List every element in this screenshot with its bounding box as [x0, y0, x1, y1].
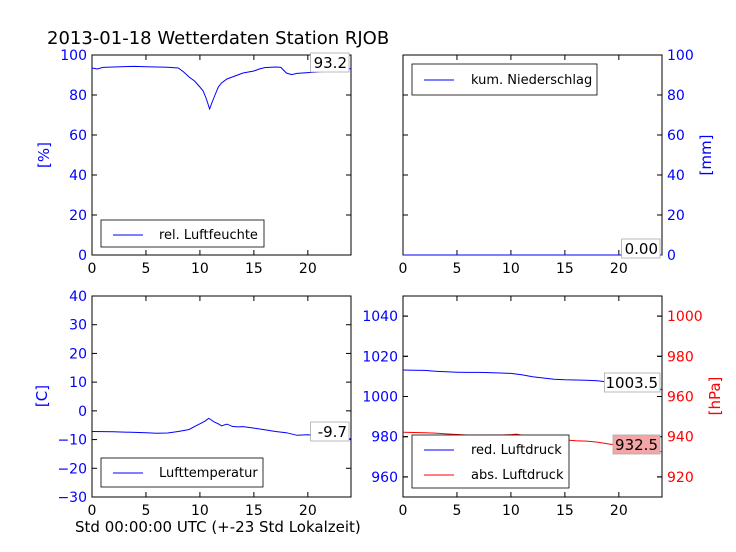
precip-x-tick-label: 10	[502, 261, 520, 277]
pressure-y-tick-label: 920	[667, 470, 694, 486]
temperature-x-tick-label: 15	[245, 503, 263, 519]
humidity-x-tick-label: 15	[245, 261, 263, 277]
precip-y-tick-label: 40	[667, 168, 685, 184]
pressure-value-box	[612, 434, 661, 455]
temperature-y-axis-label: [C]	[33, 385, 51, 407]
humidity-x-tick-label: 5	[141, 261, 150, 277]
precip-y-tick-label: 100	[667, 48, 694, 64]
humidity-y-tick-label: 0	[78, 248, 87, 264]
temperature-legend-label: Lufttemperatur	[159, 466, 258, 481]
humidity-x-tick-label: 0	[88, 261, 97, 277]
humidity-y-tick-label: 20	[69, 208, 87, 224]
temperature-y-tick-label: −30	[57, 490, 87, 506]
pressure-y-tick-label: 940	[667, 430, 694, 446]
precip-y-tick-label: 0	[667, 248, 676, 264]
pressure-x-tick-label: 15	[556, 503, 574, 519]
temperature-x-tick-label: 0	[88, 503, 97, 519]
figure-title: 2013-01-18 Wetterdaten Station RJOB	[47, 28, 389, 49]
temperature-y-tick-label: 10	[69, 375, 87, 391]
pressure-y-tick-label: 960	[667, 390, 694, 406]
precip-value-box	[621, 238, 661, 259]
precip-y-axis-label: [mm]	[697, 135, 715, 176]
precip-x-tick-label: 15	[556, 261, 574, 277]
precip-x-tick-label: 0	[399, 261, 408, 277]
pressure-value-box	[604, 372, 661, 393]
humidity-value-box	[310, 52, 350, 73]
precip-value-label: 0.00	[625, 240, 658, 258]
pressure-y-tick-label: 980	[667, 349, 694, 365]
precip-y-tick-label: 60	[667, 128, 685, 144]
precip-y-tick-label: 80	[667, 88, 685, 104]
temperature-plot-frame	[91, 295, 352, 498]
humidity-legend-label: rel. Luftfeuchte	[159, 228, 258, 243]
temperature-y-tick-label: 0	[78, 404, 87, 420]
humidity-value-label: 93.2	[314, 54, 347, 72]
humidity-y-tick-label: 80	[69, 88, 87, 104]
temperature-series-line	[91, 417, 352, 440]
temperature-x-tick-label: 20	[299, 503, 317, 519]
precip-legend-label: kum. Niederschlag	[471, 73, 592, 88]
precip-x-tick-label: 20	[610, 261, 628, 277]
pressure-x-tick-label: 0	[399, 503, 408, 519]
pressure-x-tick-label: 5	[452, 503, 461, 519]
pressure-legend-box	[411, 434, 570, 489]
x-axis-label: Std 00:00:00 UTC (+-23 Std Lokalzeit)	[75, 518, 361, 536]
temperature-y-tick-label: 40	[69, 289, 87, 305]
pressure-legend-label: abs. Luftdruck	[471, 468, 564, 483]
pressure-y-tick-label: 1000	[667, 309, 703, 325]
temperature-y-tick-label: 20	[69, 346, 87, 362]
humidity-y-axis-label: [%]	[35, 142, 53, 168]
temperature-x-tick-label: 10	[191, 503, 209, 519]
humidity-series-line	[91, 65, 352, 111]
pressure-y-tick-label: 980	[371, 430, 398, 446]
humidity-y-tick-label: 40	[69, 168, 87, 184]
pressure-x-tick-label: 20	[610, 503, 628, 519]
humidity-plot-frame	[91, 54, 352, 256]
temperature-y-tick-label: −20	[57, 461, 87, 477]
precip-x-tick-label: 5	[452, 261, 461, 277]
pressure-value-label: 1003.5	[606, 374, 659, 392]
temperature-value-label: -9.7	[318, 423, 347, 441]
pressure-x-tick-label: 10	[502, 503, 520, 519]
temperature-value-box	[310, 421, 350, 442]
temperature-y-tick-label: −10	[57, 433, 87, 449]
humidity-legend-box	[100, 219, 265, 248]
pressure-y-axis-label-right: [hPa]	[706, 377, 724, 416]
pressure-value-label: 932.5	[615, 436, 658, 454]
humidity-x-tick-label: 10	[191, 261, 209, 277]
humidity-y-tick-label: 60	[69, 128, 87, 144]
temperature-x-tick-label: 5	[141, 503, 150, 519]
pressure-y-tick-label: 1020	[362, 349, 398, 365]
humidity-x-tick-label: 20	[299, 261, 317, 277]
humidity-y-tick-label: 100	[60, 48, 87, 64]
pressure-y-tick-label: 1040	[362, 309, 398, 325]
pressure-y-tick-label: 1000	[362, 390, 398, 406]
pressure-legend-label: red. Luftdruck	[471, 443, 562, 458]
precip-y-tick-label: 20	[667, 208, 685, 224]
temperature-y-tick-label: 30	[69, 318, 87, 334]
pressure-y-tick-label: 960	[371, 470, 398, 486]
